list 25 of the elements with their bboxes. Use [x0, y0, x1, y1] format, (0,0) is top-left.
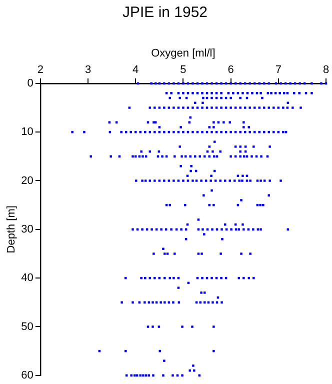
- x-tick-label: 5: [180, 64, 186, 76]
- x-tick-label: 7: [275, 64, 282, 76]
- y-tick-label: 0: [27, 77, 34, 90]
- x-tick-label: 4: [132, 64, 139, 76]
- y-tick-label: 50: [21, 320, 34, 333]
- y-tick-label: 10: [21, 126, 34, 138]
- x-tick-label: 6: [228, 64, 234, 76]
- y-tick-label: 60: [21, 369, 34, 382]
- x-axis-title: Oxygen [ml/l]: [151, 48, 216, 60]
- point: [188, 369, 192, 372]
- point: [134, 130, 137, 134]
- point: [262, 82, 266, 85]
- y-axis-title: Depth [m]: [6, 206, 18, 254]
- x-tick-label: 3: [84, 64, 92, 76]
- x-tick-label: 8: [322, 64, 330, 76]
- y-tick-label: 30: [21, 223, 34, 236]
- point: [262, 130, 266, 134]
- chart-title: JPIE in 1952: [122, 4, 208, 22]
- y-tick-label: 40: [21, 272, 34, 284]
- point: [134, 155, 137, 158]
- point: [198, 155, 202, 158]
- point: [110, 155, 112, 158]
- point: [184, 204, 186, 206]
- y-tick-label: 20: [21, 174, 34, 187]
- x-tick-label: 2: [37, 64, 44, 76]
